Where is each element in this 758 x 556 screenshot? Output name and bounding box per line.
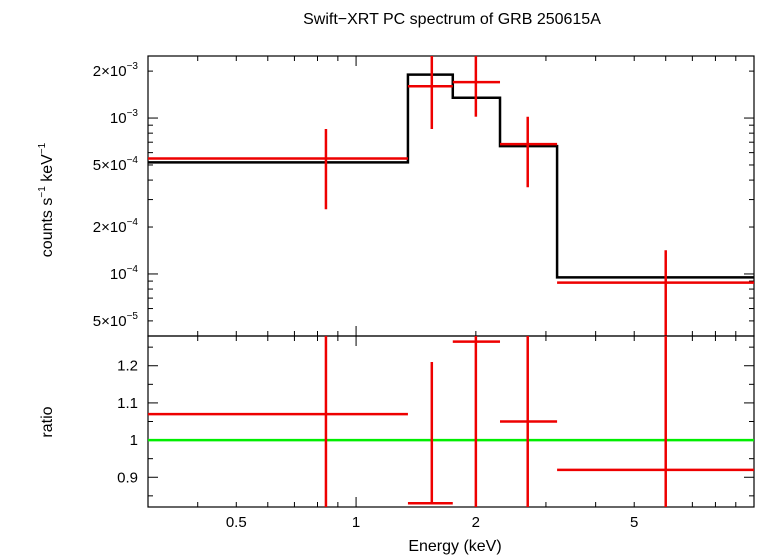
y-tick-label: 0.9 xyxy=(117,469,138,486)
chart-title: Swift−XRT PC spectrum of GRB 250615A xyxy=(303,11,601,28)
y-tick-label: 2×10−3 xyxy=(93,61,139,80)
x-tick-label: 0.5 xyxy=(226,514,247,531)
y-tick-label: 10−3 xyxy=(110,108,139,127)
y-tick-label: 2×10−4 xyxy=(93,217,139,236)
ratio-frame xyxy=(147,335,755,508)
y-tick-label: 1.1 xyxy=(117,395,138,412)
y-tick-label: 5×10−5 xyxy=(93,311,139,330)
y-tick-label: 10−4 xyxy=(110,264,139,283)
y-tick-label: 1 xyxy=(130,432,138,449)
y-axis-label-top: counts s−1 keV−1 xyxy=(37,142,56,257)
x-tick-label: 2 xyxy=(472,514,480,531)
model-step-line xyxy=(148,73,754,279)
y-tick-label: 5×10−4 xyxy=(93,155,139,174)
x-axis-label: Energy (keV) xyxy=(408,538,501,555)
y-axis-label-bottom: ratio xyxy=(39,406,56,437)
spectrum-panel: 2×10−3 10−3 5×10−4 2×10−4 10−4 5×10−5 xyxy=(93,55,755,337)
y-tick-label: 1.2 xyxy=(117,358,138,375)
x-tick-label: 5 xyxy=(630,514,638,531)
spectrum-frame xyxy=(147,55,755,337)
x-tick-label: 1 xyxy=(352,514,360,531)
ratio-panel: 0.9 1 1.1 1.2 0.5 1 2 5 xyxy=(117,335,755,531)
